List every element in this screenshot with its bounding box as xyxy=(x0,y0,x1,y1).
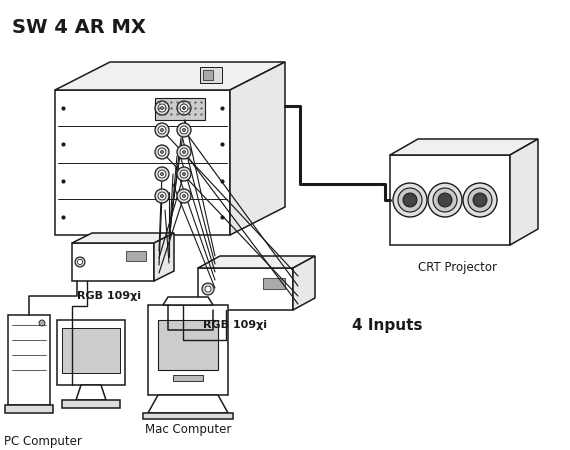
Circle shape xyxy=(398,188,422,212)
Bar xyxy=(55,90,230,235)
Circle shape xyxy=(202,283,214,295)
Bar xyxy=(390,155,510,245)
Circle shape xyxy=(473,193,487,207)
Circle shape xyxy=(155,123,169,137)
Circle shape xyxy=(182,107,185,109)
Circle shape xyxy=(180,170,188,178)
Text: 4 Inputs: 4 Inputs xyxy=(352,318,422,333)
Circle shape xyxy=(177,123,191,137)
Polygon shape xyxy=(390,139,538,155)
Circle shape xyxy=(161,150,164,153)
Text: CRT Projector: CRT Projector xyxy=(418,261,498,274)
Circle shape xyxy=(155,167,169,181)
Bar xyxy=(155,98,205,120)
Circle shape xyxy=(182,150,185,153)
Circle shape xyxy=(155,189,169,203)
Polygon shape xyxy=(148,395,228,413)
Text: PC Computer: PC Computer xyxy=(4,435,82,448)
Polygon shape xyxy=(510,139,538,245)
Circle shape xyxy=(155,101,169,115)
Bar xyxy=(198,268,293,310)
Bar xyxy=(263,278,285,289)
Circle shape xyxy=(177,189,191,203)
Bar xyxy=(8,315,50,405)
Circle shape xyxy=(180,192,188,200)
Circle shape xyxy=(438,193,452,207)
Bar xyxy=(62,400,120,408)
Circle shape xyxy=(177,145,191,159)
Circle shape xyxy=(161,172,164,176)
Bar xyxy=(57,320,125,385)
Bar xyxy=(200,67,222,83)
Circle shape xyxy=(158,104,166,112)
Polygon shape xyxy=(76,385,106,400)
Circle shape xyxy=(463,183,497,217)
Bar xyxy=(126,251,146,261)
Bar xyxy=(148,305,228,395)
Circle shape xyxy=(433,188,457,212)
Polygon shape xyxy=(230,62,285,235)
Circle shape xyxy=(158,126,166,134)
Polygon shape xyxy=(154,233,174,281)
Circle shape xyxy=(182,172,185,176)
Bar xyxy=(203,70,213,80)
Circle shape xyxy=(177,101,191,115)
Text: RGB 109χi: RGB 109χi xyxy=(77,291,141,301)
Circle shape xyxy=(182,129,185,131)
Circle shape xyxy=(403,193,417,207)
Circle shape xyxy=(182,194,185,198)
Polygon shape xyxy=(293,256,315,310)
Circle shape xyxy=(158,170,166,178)
Circle shape xyxy=(177,167,191,181)
Bar xyxy=(5,405,53,413)
Circle shape xyxy=(158,148,166,156)
Circle shape xyxy=(393,183,427,217)
Text: SW 4 AR MX: SW 4 AR MX xyxy=(12,18,146,37)
Circle shape xyxy=(158,192,166,200)
Polygon shape xyxy=(55,62,285,90)
Bar xyxy=(62,328,120,373)
Bar xyxy=(158,320,218,370)
Circle shape xyxy=(180,126,188,134)
Bar xyxy=(72,243,154,281)
Circle shape xyxy=(180,104,188,112)
Circle shape xyxy=(155,145,169,159)
Bar xyxy=(173,375,203,381)
Circle shape xyxy=(39,320,45,326)
Polygon shape xyxy=(198,256,315,268)
Circle shape xyxy=(205,286,211,292)
Circle shape xyxy=(180,148,188,156)
Circle shape xyxy=(161,129,164,131)
Circle shape xyxy=(78,260,83,265)
Bar xyxy=(143,413,233,419)
Circle shape xyxy=(161,107,164,109)
Circle shape xyxy=(75,257,85,267)
Circle shape xyxy=(468,188,492,212)
Circle shape xyxy=(428,183,462,217)
Text: Mac Computer: Mac Computer xyxy=(145,423,231,436)
Text: RGB 109χi: RGB 109χi xyxy=(203,320,267,330)
Polygon shape xyxy=(163,297,213,305)
Circle shape xyxy=(161,194,164,198)
Polygon shape xyxy=(72,233,174,243)
